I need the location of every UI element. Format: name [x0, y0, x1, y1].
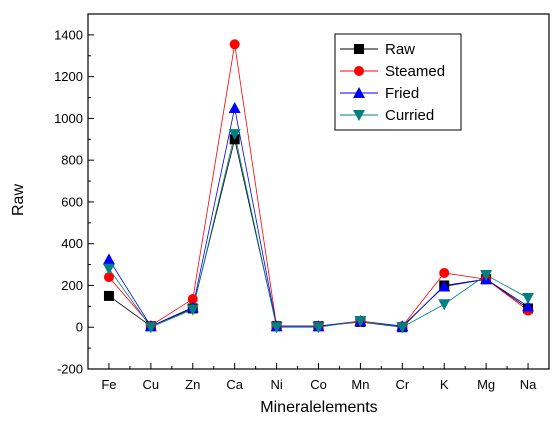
data-point-fried	[102, 253, 115, 265]
x-tick-label: Co	[310, 377, 327, 392]
x-tick-label: Fe	[101, 377, 116, 392]
y-tick-label: -200	[57, 362, 83, 377]
y-tick-label: 1400	[54, 27, 83, 42]
series-layer	[102, 39, 535, 334]
x-axis-title: Mineralelements	[260, 399, 377, 416]
data-point-fried	[228, 101, 241, 113]
y-axis-title: Raw	[10, 184, 27, 216]
legend-marker-steamed	[354, 66, 364, 76]
data-point-curried	[354, 315, 367, 327]
legend-label-raw: Raw	[385, 41, 415, 58]
y-tick-label: 600	[61, 194, 83, 209]
data-point-curried	[438, 299, 451, 311]
data-point-curried	[186, 304, 199, 316]
data-point-curried	[270, 322, 283, 334]
legend-marker-fried	[353, 87, 365, 98]
x-tick-label: Mg	[477, 377, 495, 392]
legend-marker-curried	[353, 110, 365, 121]
legend-marker-raw	[354, 44, 364, 54]
y-tick-label: 0	[76, 320, 83, 335]
legend-label-fried: Fried	[385, 85, 419, 102]
x-tick-label: K	[440, 377, 449, 392]
axes: -200 0 200 400 600 800 1000 1200 1400 Fe Cu Zn Ca Ni C…	[54, 13, 550, 392]
y-tick-label: 1000	[54, 111, 83, 126]
x-tick-label: Na	[520, 377, 537, 392]
data-point-curried	[480, 270, 493, 282]
data-point-curried	[522, 293, 535, 304]
data-point-curried	[228, 129, 241, 141]
y-tick-label: 400	[61, 236, 83, 251]
y-tick-label: 800	[61, 153, 83, 168]
y-tick-label: 1200	[54, 69, 83, 84]
data-point-steamed	[229, 39, 240, 50]
x-tick-label: Ni	[270, 377, 282, 392]
data-point-steamed	[103, 272, 114, 283]
legend-label-steamed: Steamed	[385, 63, 445, 80]
x-tick-label: Ca	[226, 377, 243, 392]
legend-label-curried: Curried	[385, 107, 434, 124]
data-point-curried	[144, 322, 157, 334]
data-point-steamed	[439, 267, 450, 278]
y-tick-label: 200	[61, 278, 83, 293]
data-point-fried	[522, 300, 535, 312]
data-point-curried	[312, 322, 325, 334]
data-point-raw	[103, 290, 114, 301]
data-point-curried	[102, 263, 115, 275]
data-point-fried	[438, 280, 451, 292]
data-point-curried	[396, 322, 409, 334]
x-tick-label: Cu	[143, 377, 160, 392]
data-point-steamed	[187, 294, 198, 305]
x-tick-label: Mn	[351, 377, 369, 392]
legend: Raw Steamed Fried Curried	[334, 33, 462, 131]
x-tick-label: Cr	[395, 377, 409, 392]
x-tick-label: Zn	[185, 377, 200, 392]
